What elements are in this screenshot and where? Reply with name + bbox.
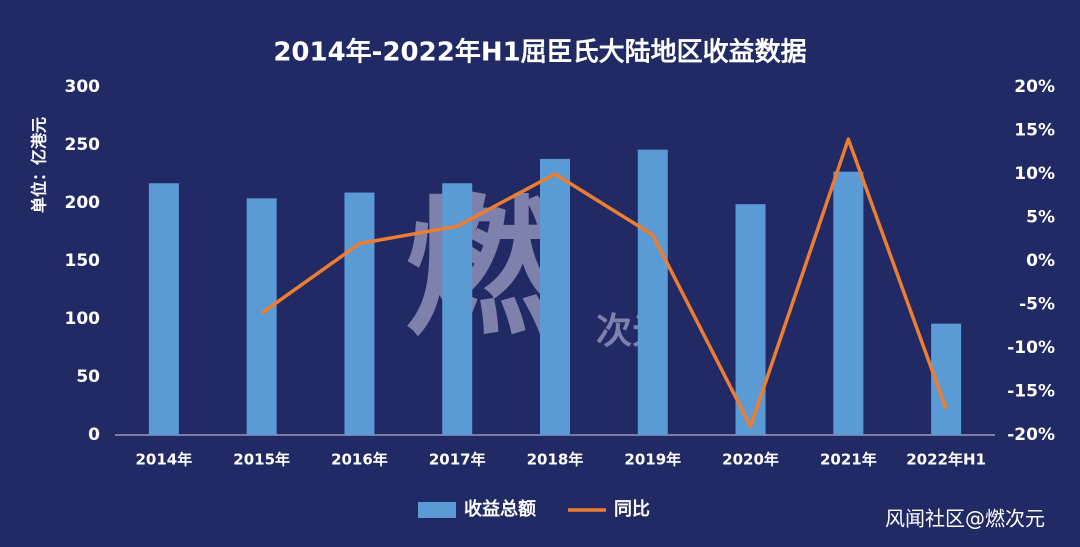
bar — [540, 158, 570, 436]
legend-swatch — [418, 502, 456, 518]
legend-label: 同比 — [614, 499, 650, 520]
y-axis-label: 单位：亿港元 — [30, 117, 49, 213]
x-tick-label: 2016年 — [331, 451, 388, 469]
y2-tick-label: 10% — [1014, 164, 1055, 184]
y-tick-label: 200 — [65, 193, 101, 213]
y2-tick-label: 5% — [1026, 208, 1055, 228]
chart-title: 2014年-2022年H1屈臣氏大陆地区收益数据 — [273, 37, 806, 68]
y2-tick-label: -10% — [1007, 338, 1055, 358]
y-tick-label: 0 — [88, 425, 100, 445]
y-tick-label: 250 — [65, 135, 101, 155]
watermark: 燃 — [405, 183, 556, 357]
y2-tick-label: 15% — [1014, 121, 1055, 141]
footer: 风闻社区@燃次元 — [885, 507, 1045, 531]
x-tick-label: 2022年H1 — [906, 451, 986, 469]
y2-tick-label: 20% — [1014, 77, 1055, 97]
bar — [148, 183, 179, 435]
line — [260, 137, 948, 429]
legend-label: 收益总额 — [464, 498, 536, 520]
x-tick-label: 2018年 — [527, 451, 584, 469]
bar — [246, 198, 277, 435]
bar — [637, 149, 668, 435]
y2-tick-label: 0% — [1026, 251, 1055, 271]
y2-tick-label: -15% — [1007, 382, 1055, 402]
bar — [833, 171, 864, 435]
x-tick-label: 2021年 — [820, 451, 877, 469]
y-tick-label: 300 — [65, 77, 101, 97]
y-tick-label: 100 — [65, 309, 101, 329]
y-tick-label: 150 — [65, 251, 101, 271]
x-tick-label: 2019年 — [624, 451, 681, 469]
x-tick-label: 2020年 — [722, 451, 779, 469]
x-tick-label: 2014年 — [136, 451, 193, 469]
x-tick-label: 2017年 — [429, 451, 486, 469]
y-tick-label: 50 — [76, 367, 100, 387]
x-tick-label: 2015年 — [233, 451, 290, 469]
bar — [344, 192, 375, 435]
y2-tick-label: -5% — [1019, 295, 1055, 315]
y2-tick-label: -20% — [1007, 425, 1055, 445]
